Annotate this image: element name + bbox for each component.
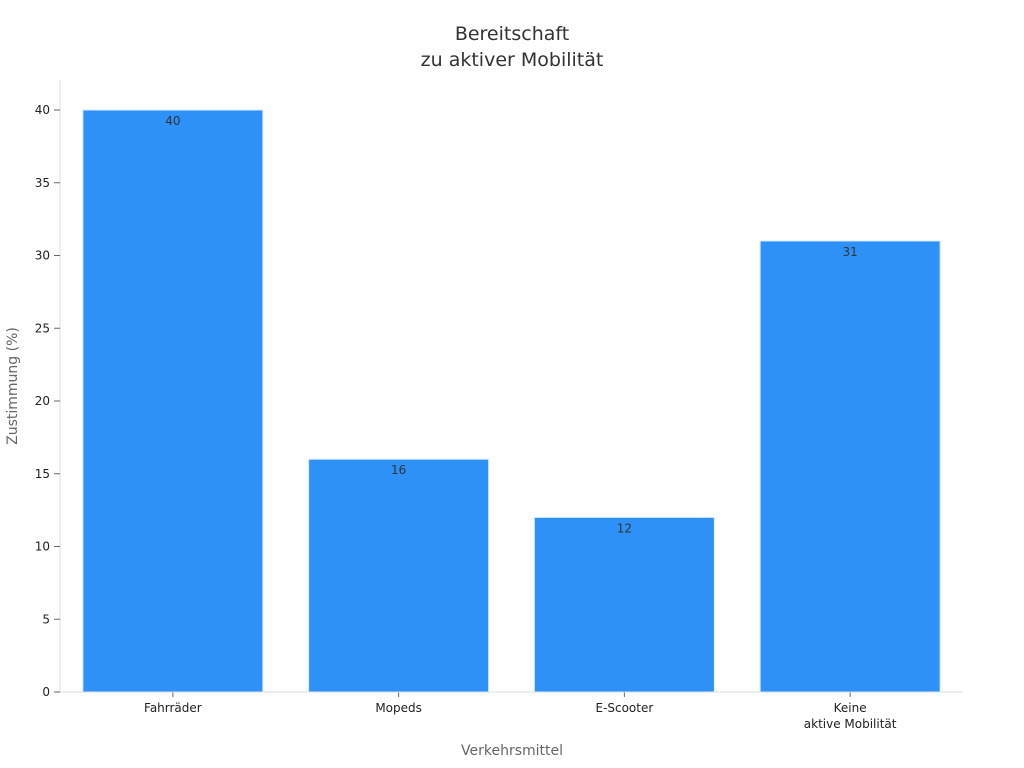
bar-value-label: 31 [842,245,857,259]
bar-value-label: 40 [165,114,180,128]
x-tick-label: aktive Mobilität [804,717,897,731]
y-tick-label: 40 [35,103,50,117]
x-axis: Fahrräder Mopeds E-Scooter Keine aktive Mobi… [60,691,963,731]
x-tick-label: Keine [834,701,867,715]
bars [82,109,941,693]
chart-title-line: Bereitschaft [455,23,569,45]
y-axis: 0 5 10 15 20 25 30 35 40 [35,80,61,699]
bar-value-label: 16 [391,463,406,477]
bar [82,109,264,693]
y-tick-label: 0 [42,685,50,699]
x-tick-label: E-Scooter [595,701,653,715]
y-tick-label: 20 [35,394,50,408]
bar [308,458,490,693]
bar [533,516,715,693]
chart-title: Bereitschaft zu aktiver Mobilität [421,23,604,71]
y-axis-title: Zustimmung (%) [5,327,21,445]
y-tick-label: 25 [35,321,50,335]
y-tick-label: 15 [35,467,50,481]
bar-value-label: 12 [617,521,632,535]
y-tick-label: 5 [42,612,50,626]
bar [759,240,941,693]
chart-title-line: zu aktiver Mobilität [421,49,604,71]
y-tick-label: 30 [35,249,50,263]
y-tick-label: 10 [35,540,50,554]
x-tick-label: Mopeds [375,701,422,715]
x-axis-title: Verkehrsmittel [461,743,563,759]
data-labels: 40 16 12 31 [165,114,858,535]
y-tick-label: 35 [35,176,50,190]
x-tick-label: Fahrräder [144,701,202,715]
